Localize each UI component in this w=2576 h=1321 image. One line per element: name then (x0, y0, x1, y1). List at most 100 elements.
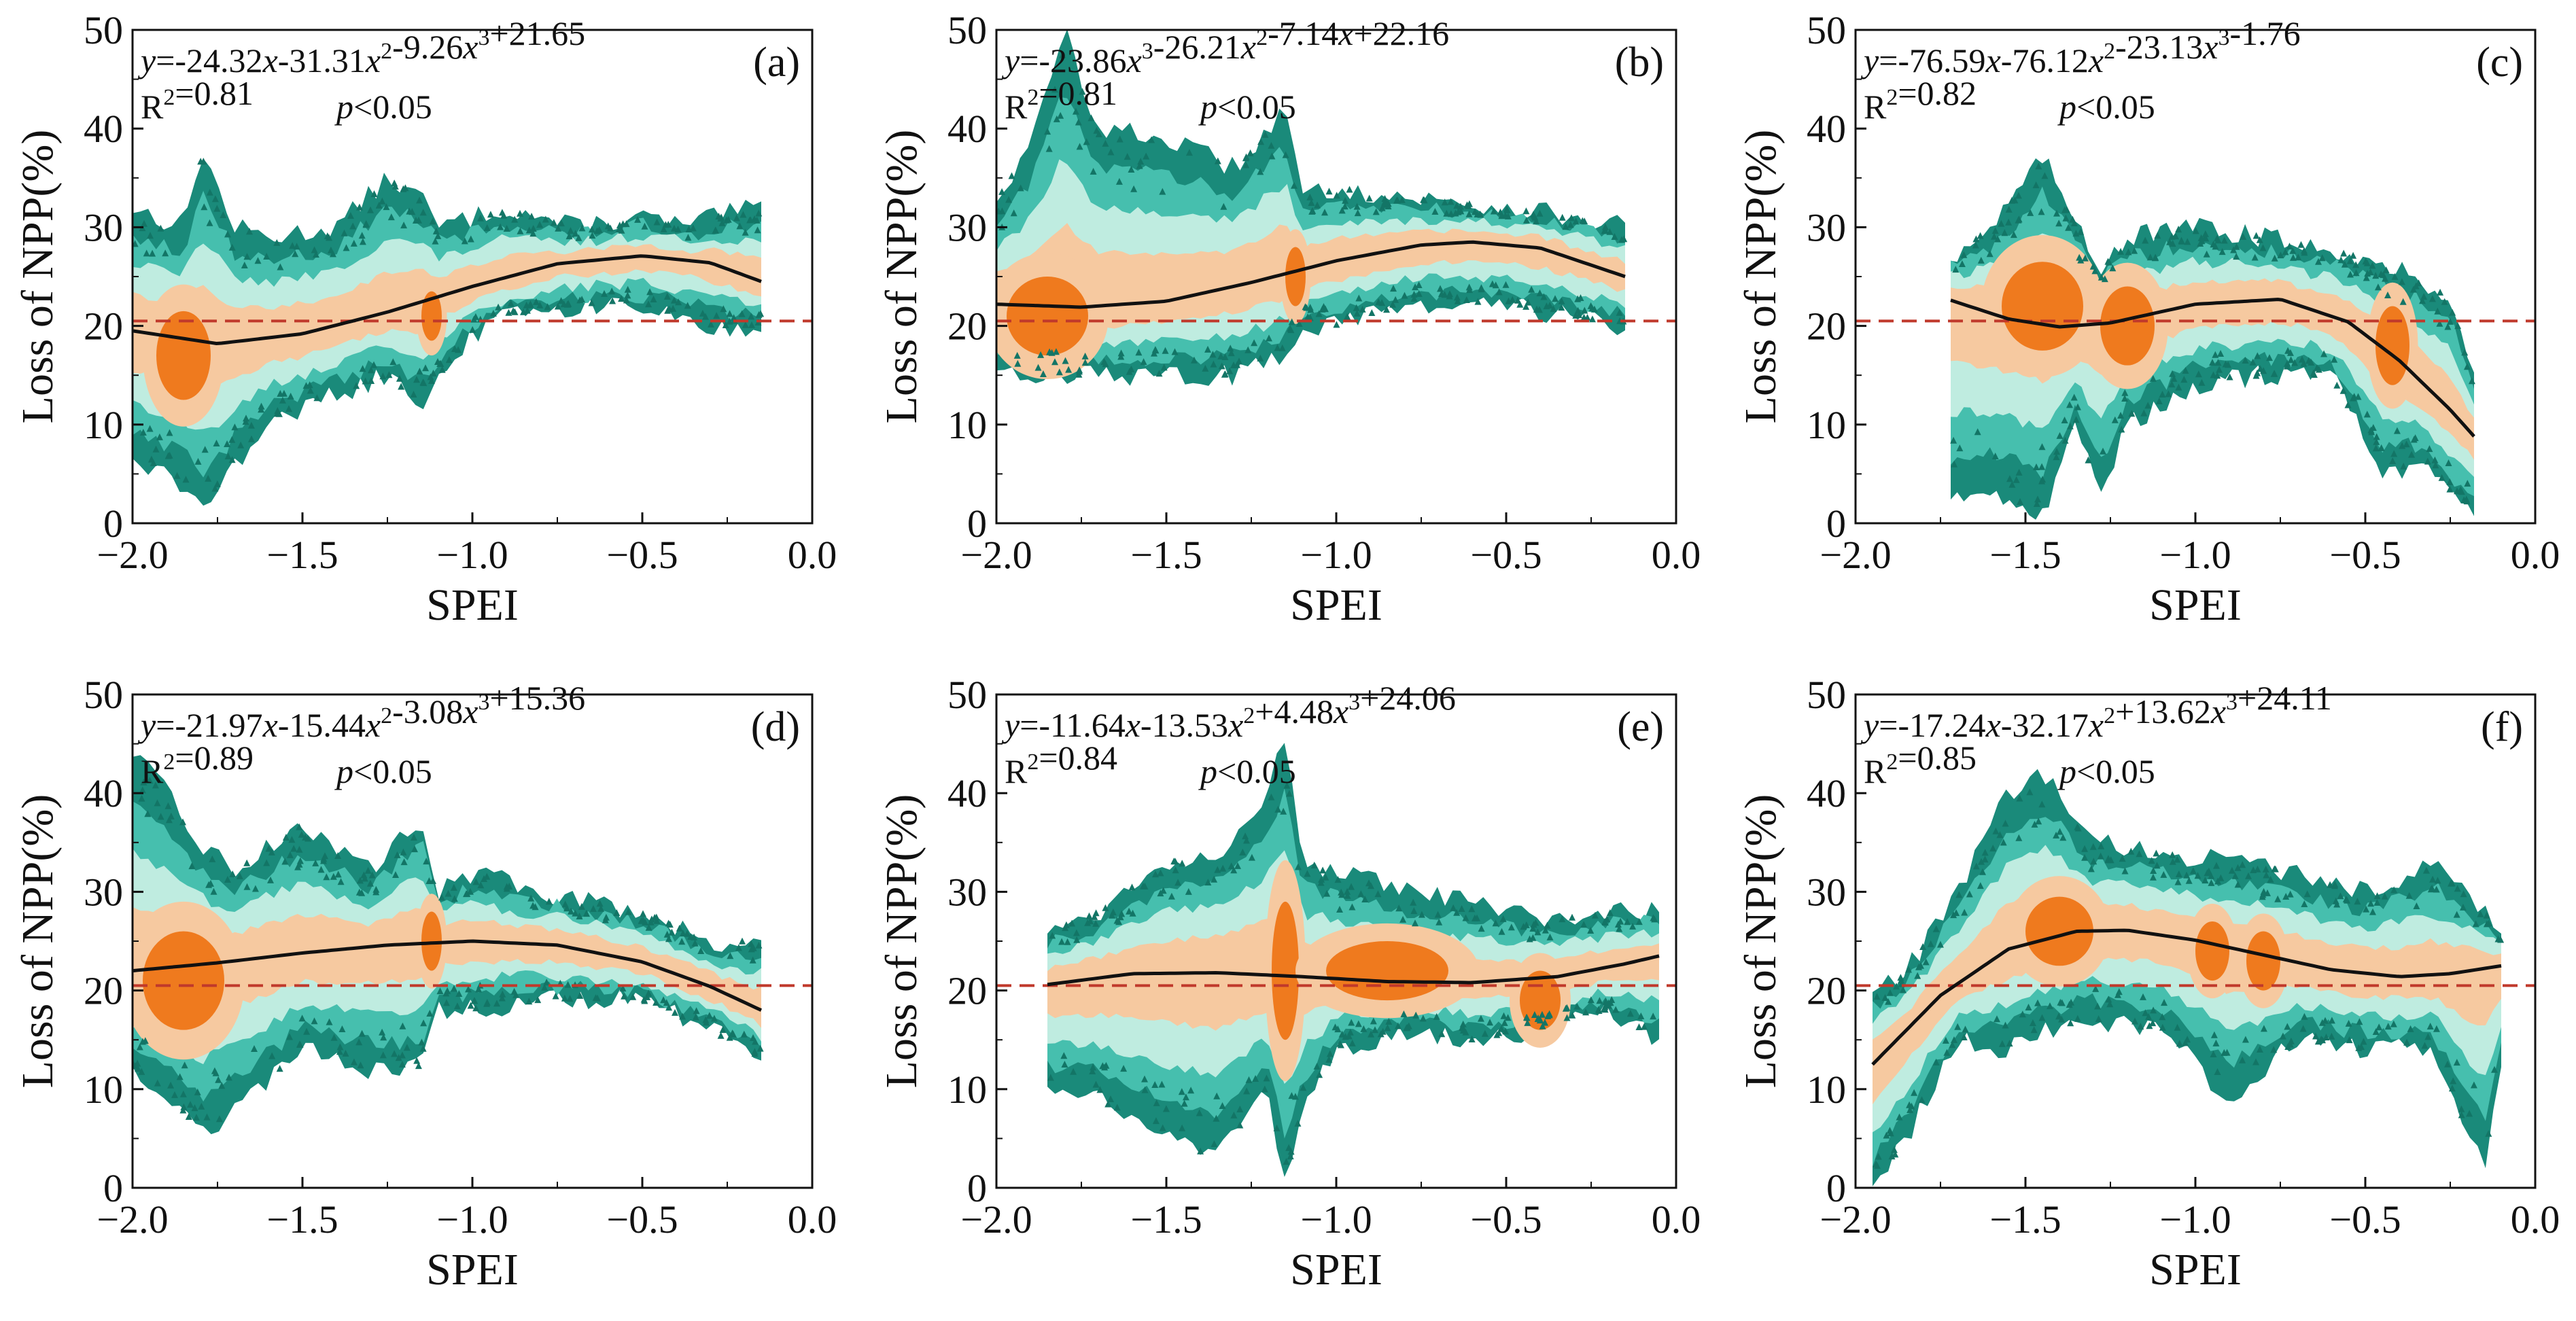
scatter-point (2256, 236, 2263, 243)
scatter-point (747, 216, 754, 224)
scatter-point (624, 285, 631, 293)
scatter-point (413, 376, 420, 383)
scatter-point (2410, 436, 2418, 443)
scatter-point (1081, 359, 1089, 366)
scatter-point (343, 244, 350, 251)
scatter-point (2061, 206, 2068, 213)
scatter-point (703, 1019, 710, 1026)
scatter-point (2107, 856, 2114, 864)
scatter-point (2339, 387, 2347, 394)
scatter-point (224, 453, 232, 459)
scatter-point (2239, 1056, 2246, 1063)
scatter-point (1434, 911, 1442, 918)
x-tick-label: −1.5 (1130, 1197, 1202, 1241)
scatter-point (1228, 349, 1235, 357)
scatter-point (276, 1065, 283, 1072)
scatter-point (2146, 1022, 2153, 1029)
scatter-point (1117, 913, 1124, 921)
chart-panel-a: −2.0 −1.5 −1.0 −0.5 0.0 0 10 20 30 40 50 SPEI Loss o… (13, 8, 837, 630)
scatter-point (2426, 1023, 2434, 1029)
scatter-point (1974, 428, 1981, 436)
scatter-point (375, 201, 383, 209)
scatter-point (1338, 1030, 1346, 1038)
scatter-point (1450, 904, 1457, 911)
scatter-point (367, 206, 374, 213)
scatter-point (2391, 272, 2399, 280)
scatter-point (1102, 139, 1109, 147)
scatter-point (2161, 999, 2168, 1006)
scatter-point (1211, 875, 1218, 883)
scatter-point (411, 845, 418, 853)
scatter-point (1217, 352, 1225, 359)
scatter-point (1542, 926, 1549, 934)
scatter-point (1572, 217, 1580, 225)
scatter-point (173, 472, 181, 479)
scatter-point (179, 818, 186, 826)
scatter-point (1559, 915, 1566, 923)
scatter-point (356, 877, 364, 884)
scatter-point (1341, 202, 1348, 210)
scatter-point (2444, 1060, 2451, 1068)
scatter-point (2217, 874, 2225, 881)
scatter-point (572, 909, 579, 917)
scatter-point (2301, 1012, 2308, 1020)
scatter-point (2405, 892, 2413, 899)
scatter-point (624, 292, 631, 299)
scatter-point (557, 219, 565, 227)
scatter-point (1606, 909, 1614, 916)
scatter-point (1092, 1080, 1100, 1088)
scatter-point (167, 1081, 175, 1089)
scatter-point (730, 314, 737, 321)
scatter-point (1257, 168, 1264, 175)
scatter-point (1960, 251, 1968, 258)
scatter-point (2151, 254, 2159, 262)
scatter-point (1056, 368, 1063, 376)
scatter-point (2056, 431, 2064, 439)
scatter-point (1943, 1049, 1951, 1056)
scatter-point (1344, 313, 1351, 320)
scatter-point (2315, 258, 2322, 265)
scatter-point (2000, 839, 2007, 846)
scatter-point (1972, 862, 1980, 870)
scatter-point (1108, 911, 1115, 919)
panel-letter: (a) (753, 39, 800, 86)
density-hotspot-core (1272, 901, 1299, 1040)
scatter-point (438, 894, 445, 901)
scatter-point (1157, 890, 1164, 897)
scatter-point (2437, 288, 2444, 296)
scatter-point (1057, 111, 1064, 119)
scatter-point (400, 848, 407, 856)
scatter-point (503, 883, 510, 890)
scatter-point (1102, 904, 1109, 911)
scatter-point (618, 295, 625, 302)
scatter-point (2453, 911, 2460, 918)
scatter-point (1196, 1109, 1203, 1116)
scatter-point (670, 296, 678, 304)
x-tick-label: −1.5 (1989, 533, 2061, 577)
scatter-point (2363, 905, 2370, 913)
scatter-point (1179, 860, 1186, 867)
scatter-point (523, 306, 531, 314)
scatter-point (2155, 398, 2163, 404)
scatter-point (2005, 205, 2013, 213)
scatter-point (1181, 1099, 1188, 1107)
scatter-point (1907, 1106, 1914, 1113)
scatter-point (247, 421, 255, 429)
scatter-point (2212, 243, 2219, 250)
scatter-point (1490, 207, 1497, 215)
scatter-point (2027, 209, 2034, 216)
scatter-point (2149, 1019, 2157, 1027)
plot-area (133, 158, 812, 506)
scatter-point (2016, 794, 2023, 802)
scatter-point (379, 1028, 386, 1036)
scatter-point (1101, 1063, 1109, 1071)
scatter-point (621, 992, 628, 1000)
scatter-point (323, 873, 330, 881)
scatter-point (645, 923, 652, 931)
scatter-point (1533, 305, 1540, 313)
scatter-point (1394, 1022, 1402, 1029)
scatter-point (379, 197, 386, 205)
x-tick-label: −0.5 (606, 533, 678, 577)
scatter-point (1136, 162, 1143, 169)
fit-curve (1871, 928, 2502, 1066)
